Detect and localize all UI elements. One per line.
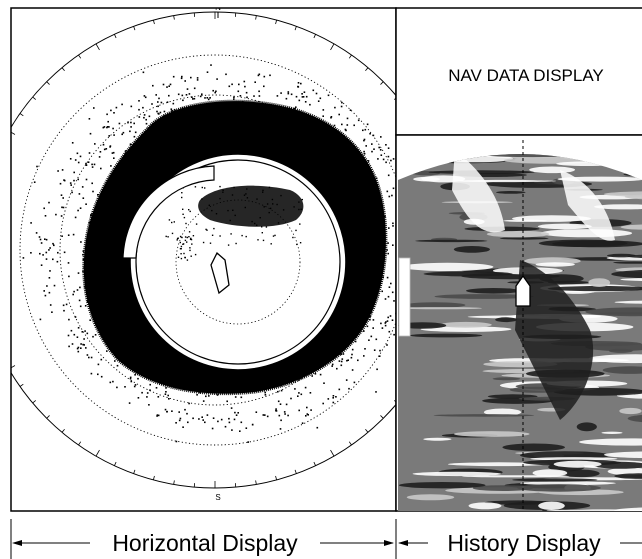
north-label: N — [215, 3, 221, 12]
own-ship-marker — [210, 251, 230, 295]
history-display-panel — [395, 134, 642, 512]
nav-data-panel: NAV DATA DISPLAY — [395, 7, 642, 136]
history-dark-stream — [515, 260, 594, 420]
horizontal-display-panel: N S — [10, 3, 397, 512]
history-scale-bar — [398, 257, 411, 337]
echo-scatter — [22, 64, 396, 443]
bearing-ticks — [11, 12, 396, 488]
inner-range-circle — [129, 153, 347, 371]
fish-school-echo — [198, 185, 304, 227]
south-label: S — [215, 493, 220, 502]
history-display-caption: History Display — [447, 530, 601, 556]
dimension-lines — [10, 519, 642, 559]
history-light-stream — [452, 154, 505, 233]
inner-dotted-circle — [175, 199, 301, 325]
inner-range-circle-2 — [135, 159, 341, 365]
bearing-arc-scale — [122, 165, 215, 259]
history-own-ship-marker — [515, 274, 531, 307]
horizontal-display-caption: Horizontal Display — [112, 530, 298, 556]
nav-data-label: NAV DATA DISPLAY — [448, 66, 604, 85]
history-light-stream-2 — [560, 170, 615, 241]
